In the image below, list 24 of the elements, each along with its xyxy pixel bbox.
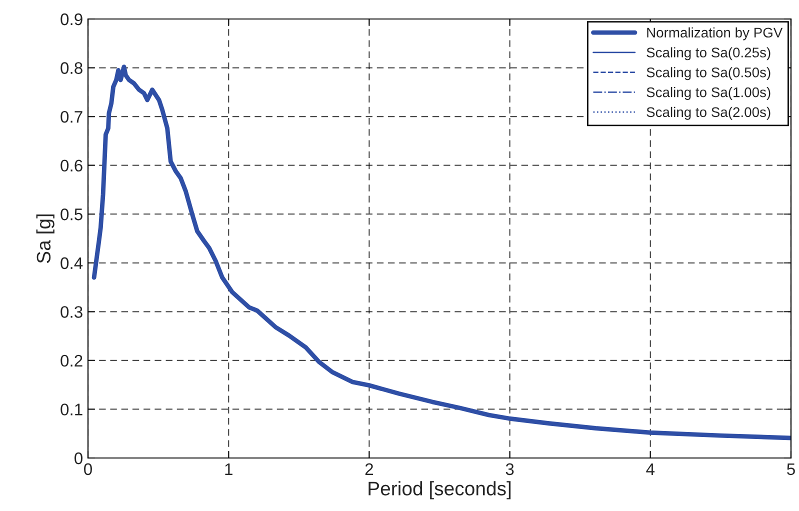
y-tick-label: 0.1 <box>60 404 82 416</box>
x-tick-label: 4 <box>646 463 655 475</box>
y-tick-label: 0.8 <box>60 62 82 74</box>
y-axis-title: Sa [g] <box>36 214 54 264</box>
x-tick-label: 5 <box>787 463 795 476</box>
x-tick-label: 2 <box>365 463 373 475</box>
line-series <box>92 64 791 440</box>
y-tick-label: 0.4 <box>60 257 83 270</box>
y-tick-label: 0.9 <box>60 13 82 26</box>
legend-label: Scaling to Sa(2.00s) <box>646 106 770 120</box>
y-tick-label: 0.3 <box>60 306 82 318</box>
x-axis-title: Period [seconds] <box>368 481 511 500</box>
legend-label: Normalization by PGV <box>647 27 783 40</box>
x-tick-label: 0 <box>84 463 92 476</box>
y-tick-label: 0.2 <box>60 354 82 367</box>
y-tick-label: 0.6 <box>60 160 82 172</box>
y-tick-label: 0.7 <box>60 110 82 123</box>
x-tick-label: 1 <box>225 463 232 475</box>
x-tick-label: 3 <box>506 463 514 476</box>
y-tick-label: 0.5 <box>60 208 82 220</box>
legend-label: Scaling to Sa(0.50s) <box>646 67 770 80</box>
legend-label: Scaling to Sa(0.25s) <box>646 47 770 60</box>
legend-label: Scaling to Sa(1.00s) <box>646 87 770 100</box>
y-tick-label: 0 <box>74 452 82 464</box>
